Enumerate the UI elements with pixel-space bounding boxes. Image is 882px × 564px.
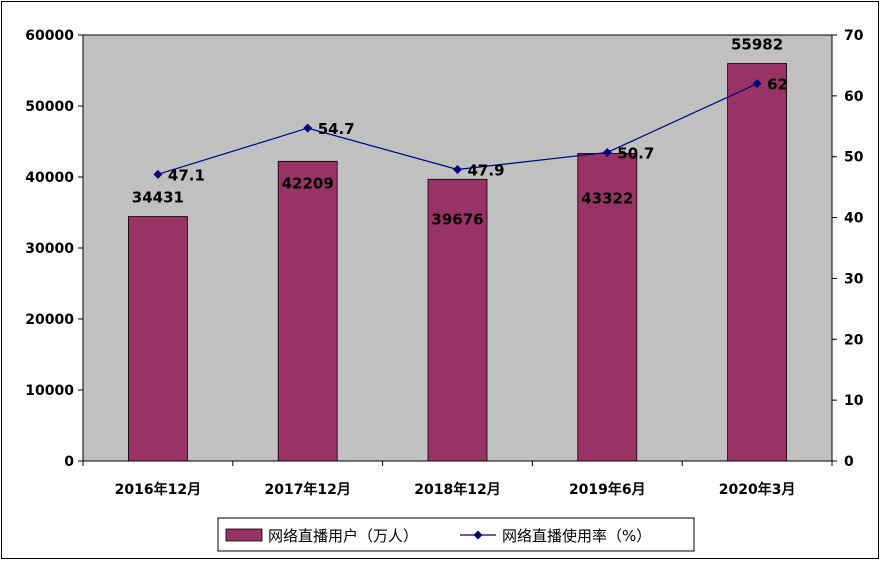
right-axis-tick-label: 70 <box>844 28 864 44</box>
right-axis-tick-label: 20 <box>844 332 864 348</box>
left-axis-tick-label: 40000 <box>25 170 74 186</box>
right-axis-tick-label: 60 <box>844 89 864 105</box>
line-point-marker <box>752 79 762 89</box>
left-y-axis: 0 10000 20000 30000 40000 50000 60000 <box>25 28 83 470</box>
bar-data-label: 55982 <box>731 36 783 54</box>
right-y-axis: 0 10 20 30 40 50 60 70 <box>832 28 864 470</box>
x-axis-category-label: 2018年12月 <box>414 481 500 498</box>
legend-line-marker <box>473 530 483 540</box>
bar-data-labels: 34431 42209 39676 43322 55982 <box>132 36 783 229</box>
bar <box>727 63 787 462</box>
left-axis-tick-label: 60000 <box>25 28 74 44</box>
left-axis-tick-label: 0 <box>64 454 74 470</box>
bar-data-label: 42209 <box>282 174 334 192</box>
line-point-marker <box>303 123 313 133</box>
line-point-marker <box>602 147 612 157</box>
line-series <box>153 79 762 179</box>
legend-bar-swatch <box>225 528 263 542</box>
legend-line-label: 网络直播使用率（%） <box>502 527 651 545</box>
right-axis-tick-label: 10 <box>844 393 864 409</box>
bar <box>277 160 338 462</box>
left-axis-tick-label: 50000 <box>25 99 74 115</box>
line-point-marker <box>153 169 163 179</box>
left-axis-tick-label: 10000 <box>25 383 74 399</box>
right-axis-tick-label: 40 <box>844 211 864 227</box>
line-data-labels: 47.1 54.7 47.9 50.7 62 <box>168 76 788 185</box>
right-axis-tick-label: 50 <box>844 150 864 166</box>
x-axis-category-label: 2020年3月 <box>719 481 796 498</box>
line-data-label: 50.7 <box>617 144 654 162</box>
x-axis-category-label: 2016年12月 <box>115 481 201 498</box>
x-axis: 2016年12月 2017年12月 2018年12月 2019年6月 2020年3月 <box>82 461 833 498</box>
bar-series <box>128 63 787 462</box>
legend-bar-label: 网络直播用户（万人） <box>268 527 418 545</box>
line-data-label: 47.1 <box>168 166 205 184</box>
bar <box>577 153 638 462</box>
line-data-label: 47.9 <box>468 161 505 179</box>
left-axis-tick-label: 20000 <box>25 312 74 328</box>
right-axis-tick-label: 0 <box>844 454 854 470</box>
left-axis-tick-label: 30000 <box>25 241 74 257</box>
x-axis-category-label: 2019年6月 <box>569 481 646 498</box>
line-data-label: 62 <box>767 76 788 94</box>
x-axis-category-label: 2017年12月 <box>264 481 350 498</box>
legend: 网络直播用户（万人） 网络直播使用率（%） <box>217 517 695 552</box>
line-data-label: 54.7 <box>318 120 355 138</box>
bar-data-label: 39676 <box>431 210 483 228</box>
line-point-marker <box>453 164 462 174</box>
bar <box>128 216 188 462</box>
bar <box>427 178 488 462</box>
legend-box <box>217 517 695 552</box>
bar-data-label: 34431 <box>132 189 184 207</box>
right-axis-tick-label: 30 <box>844 271 864 287</box>
bar-data-label: 43322 <box>581 189 633 207</box>
